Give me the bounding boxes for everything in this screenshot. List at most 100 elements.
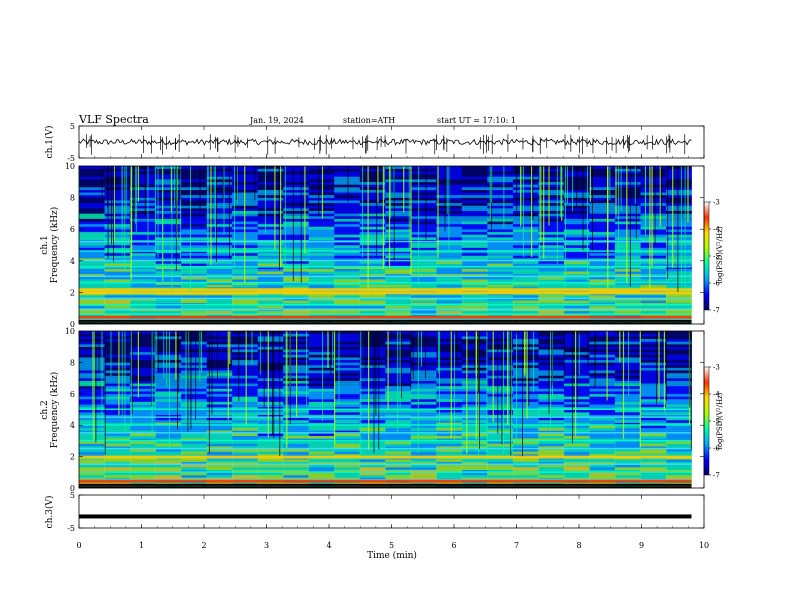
ch1-spectrogram-cell bbox=[155, 218, 182, 222]
ch2-spectrogram-cell bbox=[487, 388, 514, 392]
ch1-spectrogram-cell bbox=[410, 258, 437, 262]
ch1-spectrogram-cell bbox=[410, 242, 437, 246]
ch1-spectrogram-cell bbox=[666, 187, 692, 190]
ch1-spectrogram-cell bbox=[104, 252, 131, 256]
ch1-spectrogram-cell bbox=[155, 247, 182, 251]
ch2-spectrogram-cell bbox=[232, 365, 259, 368]
ch2-spectrogram-cell bbox=[385, 375, 412, 379]
ch2-spectrogram-cell bbox=[487, 409, 514, 413]
ch1-spectrogram-band bbox=[79, 308, 692, 311]
ch2-spectrogram-cell bbox=[181, 461, 208, 465]
ch2-spectrogram-cell bbox=[512, 443, 539, 447]
ch2-spectrogram-cell bbox=[283, 433, 310, 436]
ch1-spectrogram-cell bbox=[538, 187, 565, 190]
ch1-spectrogram-cell bbox=[512, 202, 539, 206]
ch1-spectrogram-cell bbox=[589, 247, 616, 251]
ch2-spectrogram-cell bbox=[283, 420, 310, 423]
ch2-spectrogram-cell bbox=[155, 333, 182, 337]
ch2-spectrogram-cell bbox=[181, 354, 208, 358]
ch1-spectrogram-cell bbox=[640, 231, 667, 235]
ch1-spectrogram-lf-line bbox=[79, 315, 692, 319]
ch2-spectrogram-colorbar-tick-label: -5 bbox=[713, 418, 720, 426]
ch1-spectrogram-cell bbox=[257, 268, 284, 272]
ch1-spectrogram-cell bbox=[589, 271, 616, 275]
ch2-spectrogram-cell bbox=[308, 459, 335, 463]
ch1-spectrogram-cell bbox=[614, 223, 641, 227]
ch2-spectrogram-cell bbox=[538, 341, 565, 345]
ch2-spectrogram-cell bbox=[512, 333, 539, 337]
ch2-spectrogram-cell bbox=[589, 472, 616, 476]
ch2-spectrogram-cell bbox=[410, 336, 437, 340]
ch1-spectrogram-cell bbox=[359, 210, 386, 214]
ch1-spectrogram-cell bbox=[538, 284, 565, 288]
ch1-spectrogram-cell bbox=[308, 216, 335, 219]
ch2-spectrogram-cell bbox=[181, 404, 208, 408]
ch1-spectrogram-cell bbox=[410, 284, 437, 288]
ch2-spectrogram-cell bbox=[130, 433, 156, 436]
ch2-spectrogram-cell bbox=[283, 425, 310, 429]
ch2-spectrogram-cell bbox=[436, 461, 463, 465]
ch1-spectrogram-cell bbox=[232, 300, 259, 304]
ch1-spectrogram-cell bbox=[385, 176, 412, 180]
ch2-spectrogram-cell bbox=[79, 438, 105, 442]
ch2-spectrogram-cell bbox=[283, 435, 310, 439]
ch2-spectrogram-cell bbox=[104, 412, 131, 415]
ch1-spectrogram-cell bbox=[359, 237, 386, 240]
ch2-spectrogram-cell bbox=[640, 336, 667, 340]
ch2-spectrogram-cell bbox=[130, 391, 156, 395]
ch1-spectrogram-cell bbox=[181, 181, 208, 185]
ch1-spectrogram-cell bbox=[155, 173, 182, 177]
ch1-spectrogram-band bbox=[79, 259, 692, 262]
ch2-spectrogram-cell bbox=[614, 372, 641, 376]
ch1-spectrogram-cell bbox=[206, 252, 233, 256]
ch1-spectrogram-cell bbox=[410, 168, 437, 172]
ch2-spectrogram-cell bbox=[487, 425, 514, 429]
ch1-spectrogram-cell bbox=[104, 197, 131, 201]
ch1-spectrogram-cell bbox=[206, 234, 233, 238]
ch2-spectrogram-cell bbox=[640, 344, 667, 347]
ch2-spectrogram-cell bbox=[155, 362, 182, 366]
ch1-spectrogram-cell bbox=[104, 229, 131, 233]
ch1-spectrogram-cell bbox=[563, 213, 590, 217]
ch2-spectrogram-cell bbox=[640, 427, 667, 431]
ch1-spectrogram-cell bbox=[334, 276, 361, 280]
ch1-spectrogram-cell bbox=[334, 184, 361, 188]
ch1-spectrogram-cell bbox=[461, 242, 488, 246]
ch1-spectrogram-cell bbox=[206, 218, 233, 222]
ch2-spectrogram-cell bbox=[257, 438, 284, 442]
ch1-spectrogram-cell bbox=[130, 237, 156, 240]
ch2-spectrogram-cell bbox=[181, 336, 208, 340]
ch2-spectrogram-cell bbox=[385, 454, 412, 457]
ch1-spectrogram-cell bbox=[257, 247, 284, 251]
ch2-spectrogram-ytick-label: 2 bbox=[70, 453, 75, 462]
ch2-spectrogram-cell bbox=[614, 385, 641, 389]
ch2-spectrogram-cell bbox=[410, 420, 437, 423]
ch2-spectrogram-cell bbox=[410, 359, 437, 363]
ch1-spectrogram-cell bbox=[614, 231, 641, 235]
ch2-spectrogram-cell bbox=[640, 406, 667, 410]
ch2-spectrogram-cell bbox=[232, 417, 259, 421]
ch2-spectrogram-cell bbox=[308, 427, 335, 431]
ch2-spectrogram-cell bbox=[487, 464, 514, 468]
ch1-spectrogram-cell bbox=[461, 192, 488, 196]
ch1-spectrogram-cell bbox=[410, 208, 437, 211]
ch1-spectrogram-cell bbox=[589, 221, 616, 225]
ch2-spectrogram-cell bbox=[181, 464, 208, 468]
ch3-voltage-ytick-label: -5 bbox=[67, 524, 75, 533]
ch2-spectrogram-cell bbox=[334, 451, 361, 455]
ch1-spectrogram-cell bbox=[155, 295, 182, 298]
ch1-spectrogram-cell bbox=[130, 279, 156, 283]
ch1-spectrogram-cell bbox=[206, 284, 233, 288]
ch2-spectrogram-cell bbox=[308, 404, 335, 408]
ch2-spectrogram-cell bbox=[666, 385, 692, 389]
ch1-spectrogram-cell bbox=[666, 255, 692, 259]
ch2-spectrogram-cell bbox=[232, 346, 259, 350]
ch1-spectrogram-cell bbox=[104, 205, 131, 209]
ch1-spectrogram-cell bbox=[181, 218, 208, 222]
ch2-spectrogram-cell bbox=[181, 357, 208, 361]
ch1-spectrogram-cell bbox=[130, 289, 156, 293]
ch1-spectrogram-cell bbox=[79, 247, 105, 251]
ch2-spectrogram-cell bbox=[181, 359, 208, 363]
ch1-spectrogram-cell bbox=[283, 181, 310, 185]
ch2-spectrogram-cell bbox=[538, 362, 565, 366]
